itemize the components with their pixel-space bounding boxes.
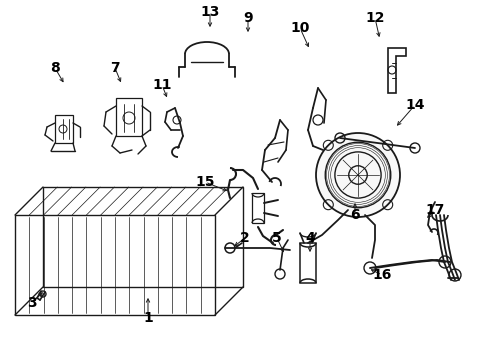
Text: 9: 9 <box>243 11 253 25</box>
Text: 3: 3 <box>27 296 37 310</box>
Text: 14: 14 <box>405 98 425 112</box>
Text: 13: 13 <box>200 5 220 19</box>
Text: 6: 6 <box>350 208 360 222</box>
Text: 2: 2 <box>240 231 250 245</box>
Text: 8: 8 <box>50 61 60 75</box>
Circle shape <box>316 133 400 217</box>
Text: 10: 10 <box>290 21 310 35</box>
Text: 17: 17 <box>425 203 445 217</box>
Text: 16: 16 <box>372 268 392 282</box>
Text: 12: 12 <box>365 11 385 25</box>
Text: 7: 7 <box>110 61 120 75</box>
Text: 11: 11 <box>152 78 172 92</box>
Text: 1: 1 <box>143 311 153 325</box>
Text: 5: 5 <box>272 231 282 245</box>
Text: 15: 15 <box>195 175 215 189</box>
Text: 4: 4 <box>305 231 315 245</box>
